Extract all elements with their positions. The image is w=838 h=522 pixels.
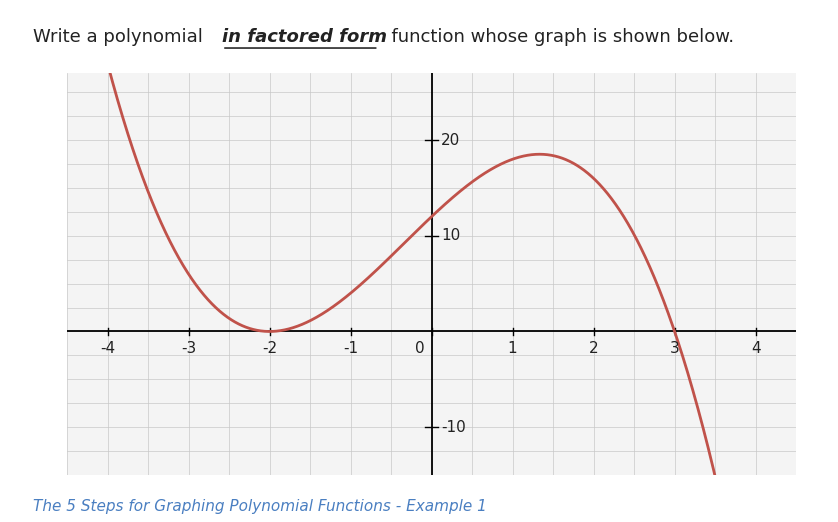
Text: -2: -2 [262, 341, 277, 356]
Text: in factored form: in factored form [222, 28, 387, 45]
Text: 10: 10 [442, 228, 461, 243]
Text: -10: -10 [442, 420, 466, 435]
Text: 2: 2 [589, 341, 598, 356]
Text: function whose graph is shown below.: function whose graph is shown below. [380, 28, 735, 45]
Text: The 5 Steps for Graphing Polynomial Functions - Example 1: The 5 Steps for Graphing Polynomial Func… [33, 499, 487, 514]
Text: -3: -3 [181, 341, 196, 356]
Text: 3: 3 [670, 341, 680, 356]
Text: 4: 4 [751, 341, 760, 356]
Text: -4: -4 [100, 341, 115, 356]
Text: 0: 0 [415, 341, 424, 356]
Text: Write a polynomial: Write a polynomial [33, 28, 209, 45]
Text: 1: 1 [508, 341, 517, 356]
Text: -1: -1 [343, 341, 358, 356]
Text: 20: 20 [442, 133, 461, 148]
